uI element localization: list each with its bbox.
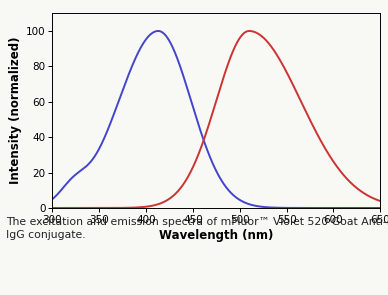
Y-axis label: Intensity (normalized): Intensity (normalized) <box>9 37 22 184</box>
X-axis label: Wavelength (nm): Wavelength (nm) <box>159 229 274 242</box>
Text: The excitation and emission spectra of mFluor™ Violet 520 Goat Anti-Rabbit
IgG c: The excitation and emission spectra of m… <box>6 217 388 240</box>
